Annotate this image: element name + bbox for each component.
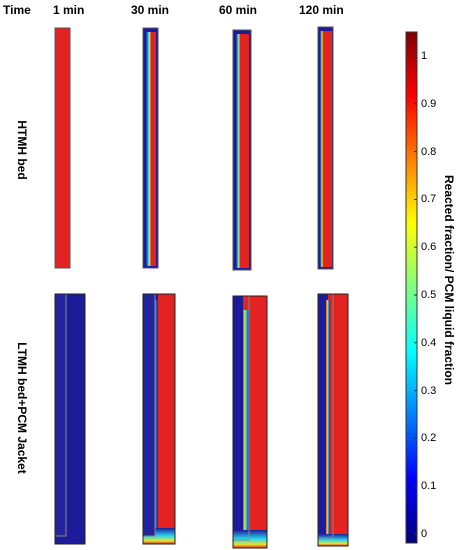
colorbar	[405, 31, 418, 544]
colorbar-tick-label: 0.9	[421, 97, 437, 110]
column-header-60min: 60 min	[219, 3, 258, 17]
colorbar-tick-label: 0.4	[421, 336, 437, 349]
colorbar-tick-label: 0.1	[421, 480, 437, 493]
panel-htmh-1min	[54, 27, 71, 269]
time-label: Time	[3, 3, 31, 17]
column-header-120min: 120 min	[299, 3, 344, 17]
colorbar-tick-label: 0.5	[421, 289, 437, 301]
panel-htmh-30min	[142, 27, 159, 269]
colorbar-tick-label: 0.2	[421, 432, 437, 445]
panel-htmh-120min	[317, 26, 334, 270]
panel-ltmh-120min	[317, 293, 349, 547]
panel-ltmh-1min	[54, 293, 86, 545]
colorbar-tick-label: 1	[421, 50, 428, 62]
panel-htmh-60min	[232, 29, 252, 271]
colorbar-title: Reacted fraction/ PCM liquid fraction	[442, 174, 456, 386]
column-header-1min: 1 min	[53, 3, 85, 17]
column-header-30min: 30 min	[131, 3, 170, 17]
colorbar-tick-label: 0	[421, 528, 428, 540]
colorbar-tick-label: 0.6	[421, 241, 437, 254]
colorbar-tick-label: 0.7	[421, 193, 437, 206]
colorbar-tick-label: 0.8	[421, 145, 437, 158]
panel-ltmh-60min	[232, 295, 268, 549]
colorbar-tick-label: 0.3	[421, 384, 437, 397]
panel-ltmh-30min	[142, 293, 176, 545]
